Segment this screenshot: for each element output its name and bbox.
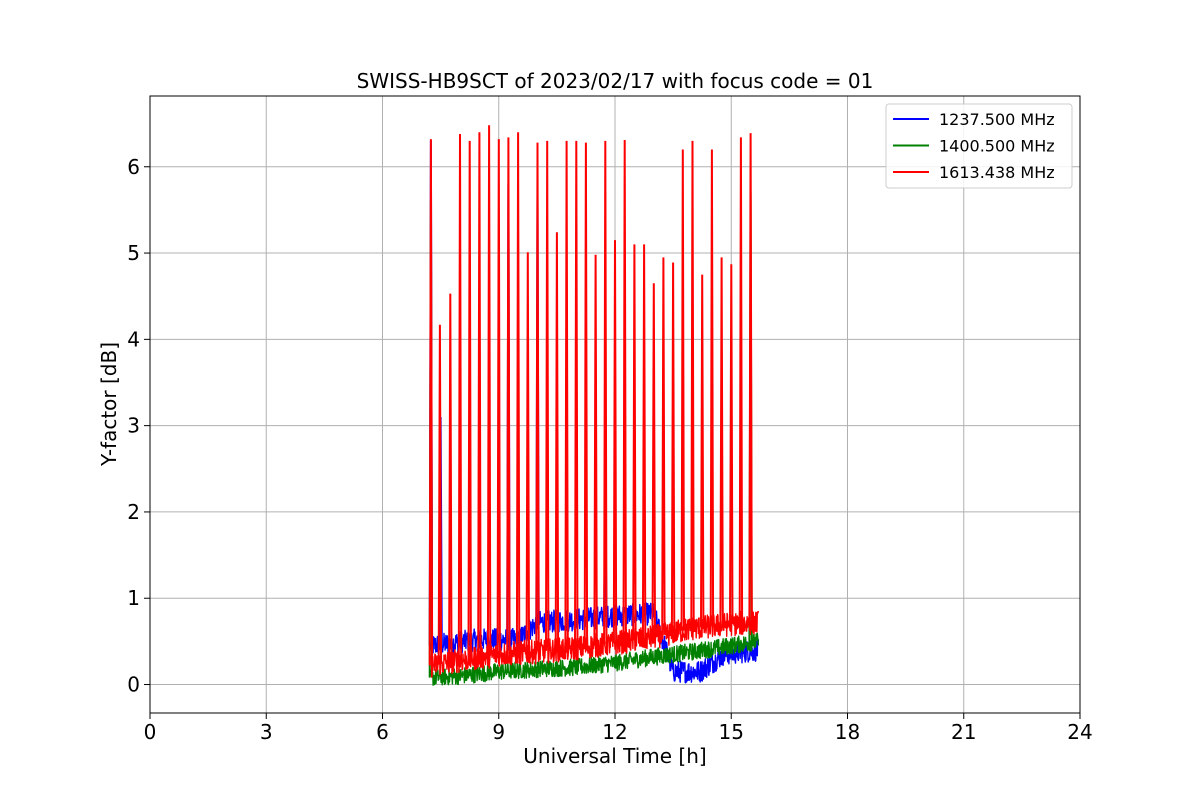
legend: 1237.500 MHz 1400.500 MHz 1613.438 MHz [885, 103, 1073, 189]
x-tick-label: 21 [951, 720, 976, 744]
spike-mark [729, 264, 734, 625]
y-tick-label: 3 [127, 414, 140, 438]
spike-mark [612, 240, 618, 644]
x-tick-label: 3 [260, 720, 273, 744]
x-tick-label: 18 [835, 720, 860, 744]
y-axis-label: Y-factor [dB] [97, 342, 121, 467]
spike-mark [603, 140, 608, 645]
spike-mark [593, 254, 598, 646]
spike-mark [515, 132, 521, 654]
legend-label: 1237.500 MHz [939, 110, 1055, 129]
x-tick-label: 0 [144, 720, 157, 744]
spike-mark [632, 244, 637, 641]
spike-mark [738, 137, 744, 624]
y-tick-label: 1 [127, 586, 140, 610]
spike-mark [477, 132, 482, 658]
spike-mark [709, 149, 715, 627]
spike-mark [545, 140, 550, 651]
chart-title: SWISS-HB9SCT of 2023/02/17 with focus co… [357, 69, 874, 93]
spike-mark [641, 244, 647, 639]
series-lines [428, 125, 760, 686]
spike-mark [457, 133, 463, 661]
x-tick-label: 6 [376, 720, 389, 744]
y-tick-label: 2 [127, 500, 140, 524]
x-axis-label: Universal Time [h] [523, 744, 706, 768]
spike-mark [622, 139, 627, 642]
x-tick-label: 12 [602, 720, 627, 744]
y-tick-label: 0 [127, 673, 140, 697]
spike-mark [700, 274, 705, 628]
spike-mark [525, 252, 530, 653]
y-tick-label: 4 [127, 327, 140, 351]
spike-mark [574, 140, 579, 649]
spike-mark [437, 324, 443, 665]
spike-mark [448, 293, 453, 663]
spike-mark [564, 140, 569, 650]
spike-mark [486, 125, 492, 656]
legend-label: 1400.500 MHz [939, 137, 1055, 156]
spike-mark [661, 257, 666, 635]
legend-label: 1613.438 MHz [939, 163, 1055, 182]
spike-mark [467, 140, 472, 659]
spike-mark [670, 262, 676, 633]
legend-box [885, 103, 1073, 189]
x-tick-label: 15 [719, 720, 744, 744]
spike-mark [496, 139, 501, 655]
spike-mark [506, 137, 511, 654]
spike-mark [719, 257, 724, 626]
y-tick-label: 5 [127, 241, 140, 265]
spike-mark [690, 140, 695, 629]
spike-mark [535, 142, 540, 652]
spike-mark [680, 149, 685, 631]
x-tick-label: 24 [1067, 720, 1092, 744]
spike-mark [651, 283, 656, 638]
spike-mark [428, 139, 434, 666]
spike-mark [748, 133, 753, 623]
series-line [430, 632, 760, 686]
y-tick-label: 6 [127, 155, 140, 179]
x-tick-label: 9 [492, 720, 505, 744]
spike-mark [583, 142, 589, 648]
spike-mark [554, 232, 560, 651]
